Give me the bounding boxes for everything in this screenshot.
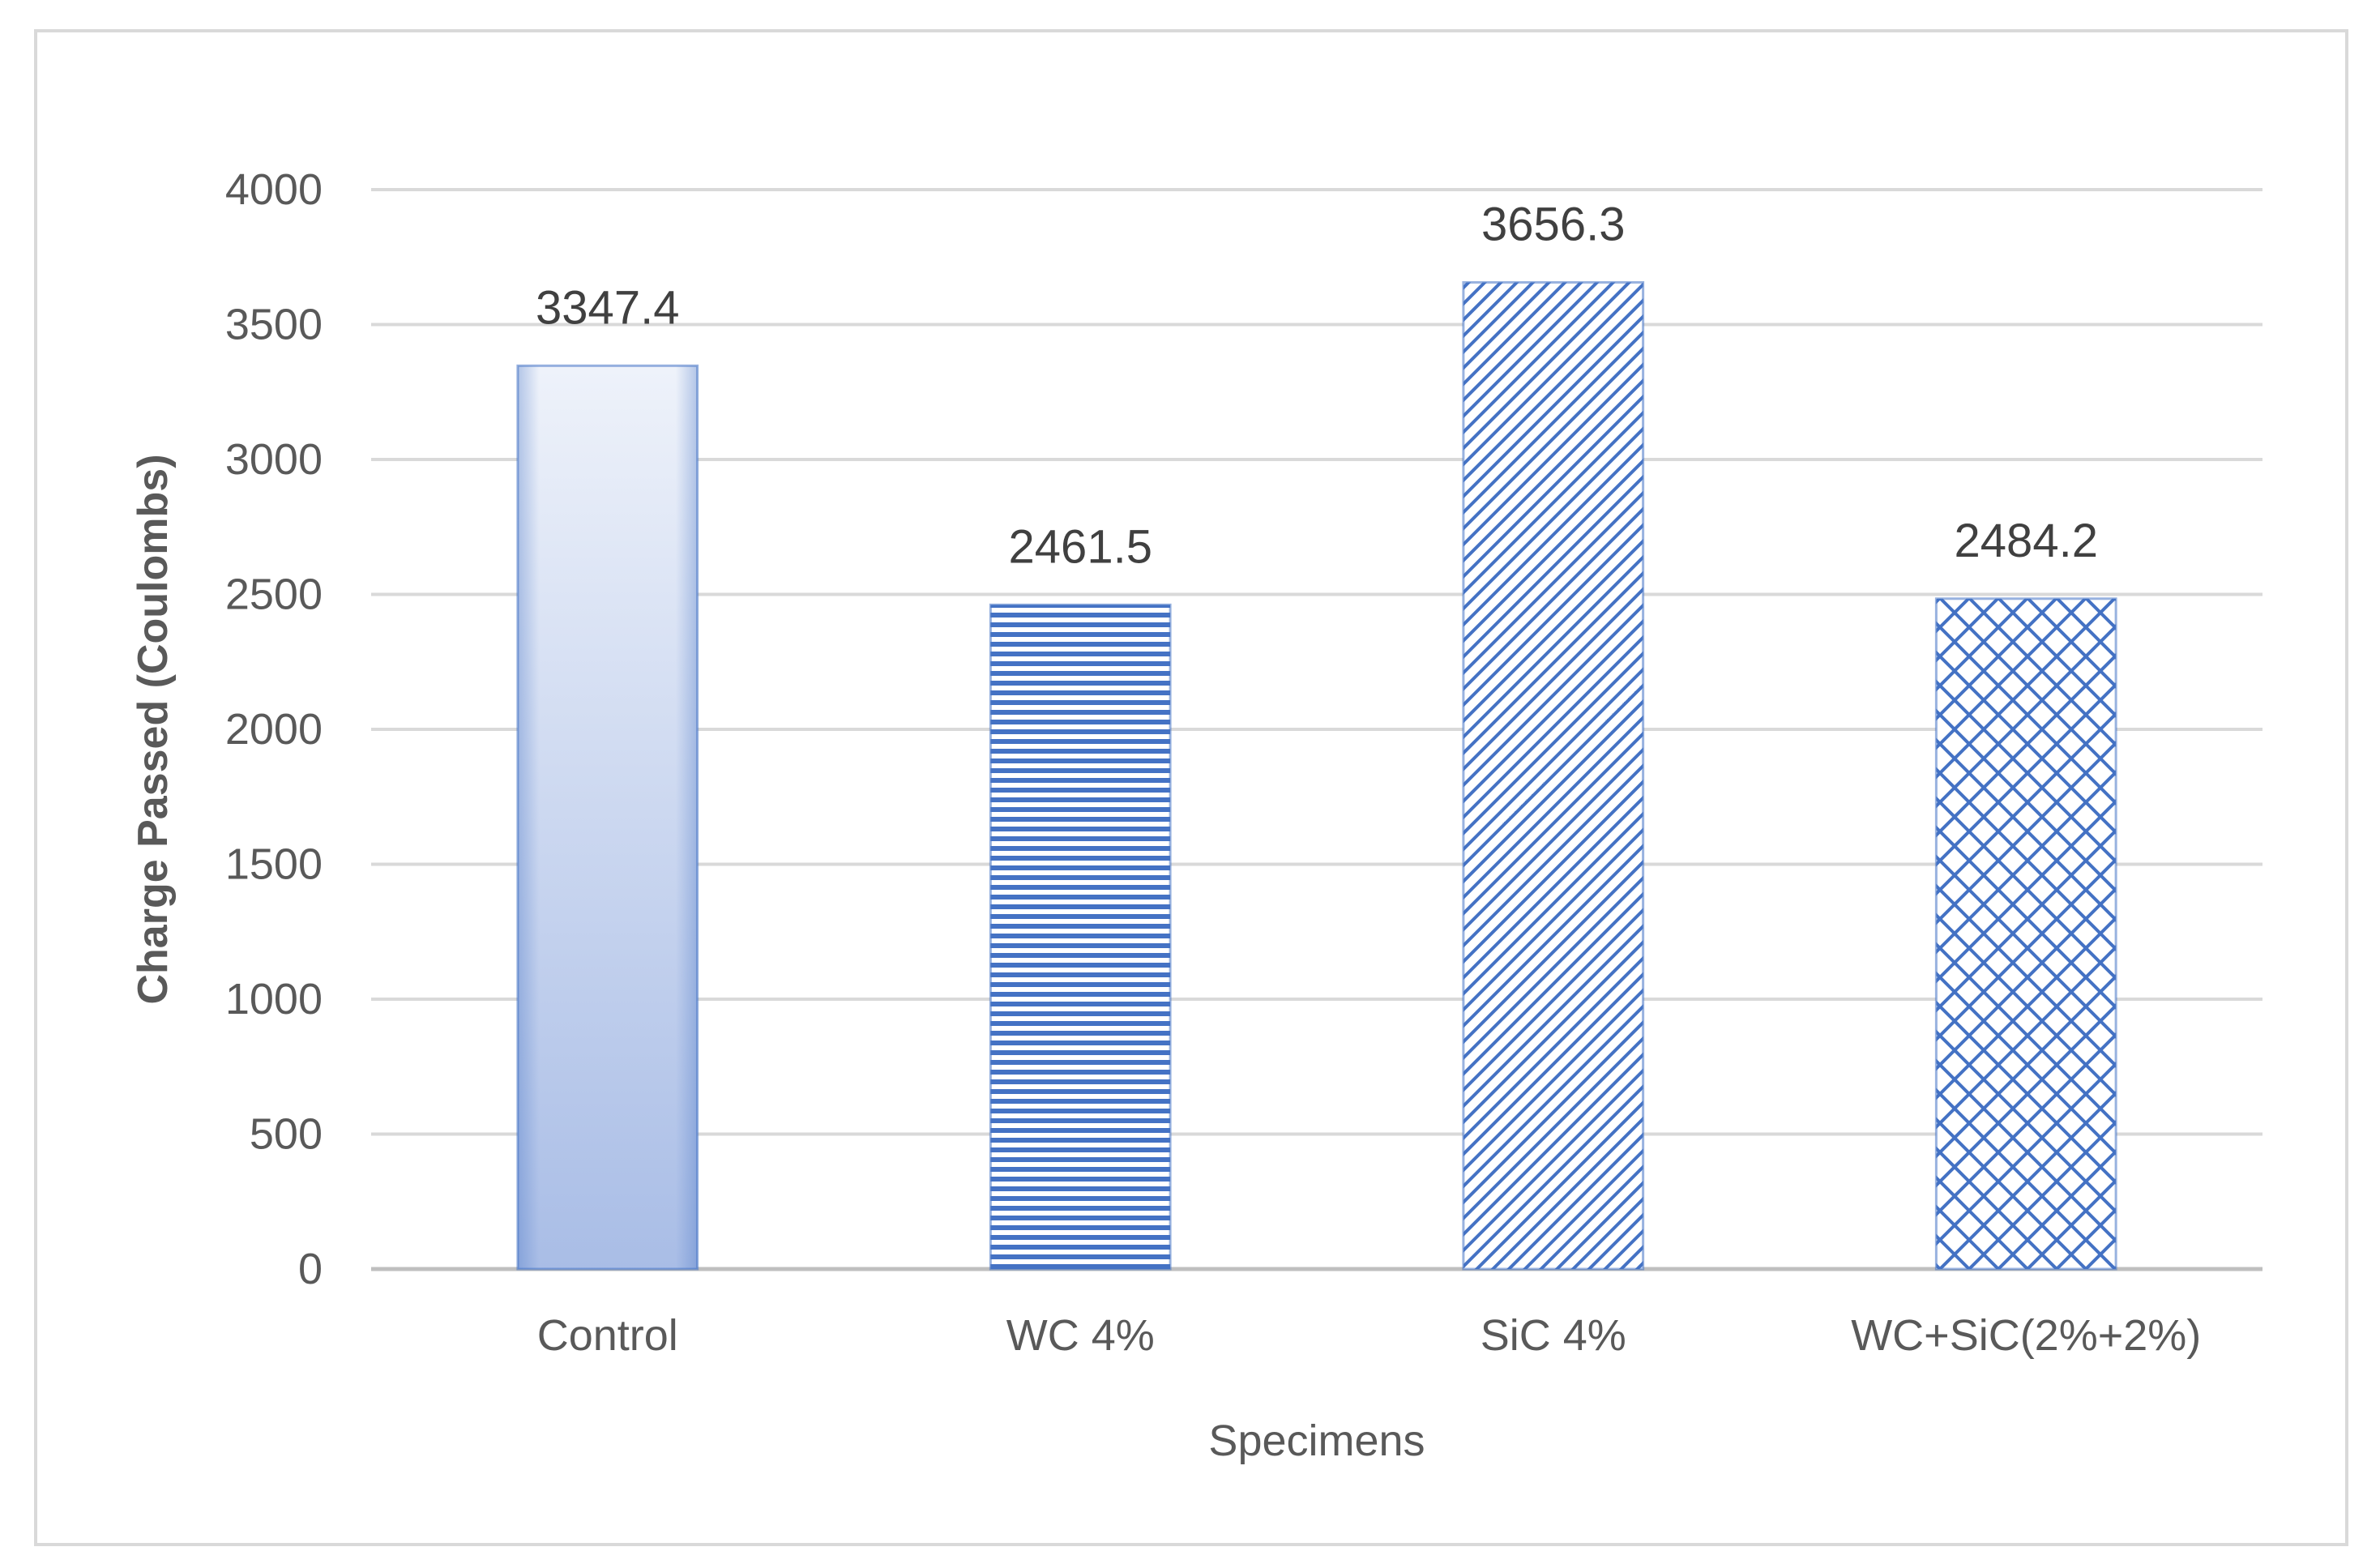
data-label: 3656.3 bbox=[1481, 198, 1625, 250]
y-tick-label: 2500 bbox=[225, 570, 323, 619]
y-tick-label: 3000 bbox=[225, 435, 323, 484]
y-tick-label: 500 bbox=[250, 1110, 323, 1159]
y-axis-title: Charge Passed (Coulombs) bbox=[130, 454, 177, 1004]
bar-wc-sic-2-2 bbox=[1934, 597, 2117, 1271]
bars bbox=[516, 280, 2117, 1271]
data-label: 2484.2 bbox=[1955, 515, 2098, 567]
y-tick-label: 0 bbox=[298, 1245, 323, 1293]
data-label: 3347.4 bbox=[536, 281, 679, 334]
bar-sic-4 bbox=[1462, 280, 1645, 1271]
x-tick-label: WC+SiC(2%+2%) bbox=[1851, 1311, 2201, 1360]
bar-wc-4 bbox=[989, 603, 1172, 1271]
x-axis-title: Specimens bbox=[1208, 1417, 1425, 1465]
chart-labels: 0 500 1000 1500 2000 2500 3000 3500 4000 3347.4 Co… bbox=[130, 165, 2201, 1465]
y-tick-label: 4000 bbox=[225, 165, 323, 214]
y-tick-label: 2000 bbox=[225, 705, 323, 754]
x-tick-label: Control bbox=[537, 1311, 678, 1360]
y-tick-label: 1500 bbox=[225, 840, 323, 889]
bar-shading bbox=[517, 365, 698, 1269]
x-tick-label: WC 4% bbox=[1006, 1311, 1155, 1360]
y-tick-label: 3500 bbox=[225, 301, 323, 349]
x-tick-label: SiC 4% bbox=[1481, 1311, 1626, 1360]
y-tick-label: 1000 bbox=[225, 975, 323, 1023]
data-label: 2461.5 bbox=[1009, 520, 1152, 573]
